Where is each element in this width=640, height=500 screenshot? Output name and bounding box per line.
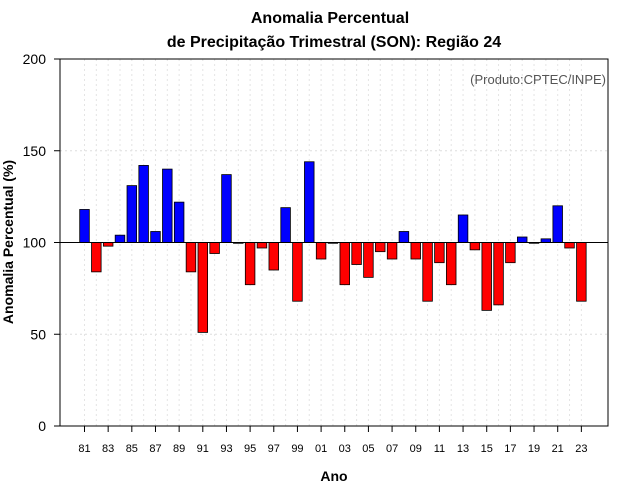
x-tick-label: 03	[339, 443, 351, 455]
grid	[60, 59, 608, 426]
credit-label: (Produto:CPTEC/INPE)	[470, 72, 606, 87]
x-tick-label: 07	[386, 443, 398, 455]
bar-00	[304, 161, 315, 243]
x-tick-label: 99	[291, 443, 303, 455]
bar-88	[162, 168, 173, 243]
bar-08	[398, 231, 410, 243]
bar-07	[386, 242, 398, 260]
bar-18	[517, 236, 528, 243]
bar-96	[256, 242, 268, 249]
x-tick-label: 01	[315, 443, 327, 455]
x-tick-label: 91	[197, 443, 209, 455]
bar-92	[209, 242, 220, 254]
bars	[79, 161, 587, 333]
bar-95	[244, 242, 256, 286]
bar-05	[363, 242, 374, 278]
bar-97	[268, 242, 279, 271]
x-tick-label: 89	[173, 443, 185, 455]
x-tick-label: 97	[268, 443, 280, 455]
bar-20	[540, 238, 552, 243]
bar-87	[150, 231, 161, 243]
x-tick-label: 23	[575, 443, 587, 455]
bar-15	[481, 242, 492, 311]
bar-16	[493, 242, 504, 306]
bar-81	[79, 209, 90, 243]
bar-86	[138, 165, 149, 243]
bar-22	[564, 242, 575, 249]
x-tick-label: 93	[220, 443, 232, 455]
chart-title: Anomalia Percentual	[251, 10, 409, 27]
chart-subtitle: de Precipitação Trimestral (SON): Região…	[167, 34, 501, 51]
x-tick-label: 95	[244, 443, 256, 455]
bar-98	[280, 207, 291, 243]
bar-84	[114, 234, 126, 243]
bar-17	[505, 242, 516, 264]
bar-23	[576, 242, 587, 302]
y-tick-label: 0	[38, 418, 46, 434]
bar-03	[339, 242, 350, 286]
bar-10	[422, 242, 433, 302]
bar-21	[552, 205, 563, 243]
y-tick-label: 200	[23, 51, 47, 67]
bar-82	[91, 242, 102, 273]
x-tick-label: 85	[126, 443, 138, 455]
bar-93	[221, 174, 232, 243]
x-axis-title: Ano	[320, 468, 347, 484]
bar-13	[457, 214, 469, 243]
y-tick-label: 100	[23, 235, 47, 251]
x-tick-label: 83	[102, 443, 114, 455]
y-tick-label: 150	[23, 143, 47, 159]
x-axis: 81 83 85 87 89 91 93 95 97 99 01 03 05 07 09 11 13 15 17 19…	[78, 426, 587, 455]
bar-83	[102, 242, 114, 247]
x-tick-label: 11	[434, 443, 445, 455]
y-axis: 0 50 100 150 200	[23, 51, 60, 434]
bar-85	[126, 185, 138, 243]
x-tick-label: 81	[78, 443, 90, 455]
x-tick-label: 13	[457, 443, 469, 455]
bar-90	[185, 242, 197, 273]
bar-06	[375, 242, 386, 253]
x-tick-label: 15	[481, 443, 493, 455]
bar-04	[351, 242, 362, 265]
y-axis-title: Anomalia Percentual (%)	[0, 160, 16, 324]
x-tick-label: 87	[149, 443, 161, 455]
bar-01	[315, 242, 327, 260]
bar-14	[469, 242, 481, 251]
bar-11	[434, 242, 445, 264]
bar-99	[292, 242, 303, 302]
x-tick-label: 09	[410, 443, 422, 455]
x-tick-label: 21	[552, 443, 564, 455]
bar-89	[173, 201, 185, 243]
bar-09	[410, 242, 421, 260]
bar-12	[446, 242, 457, 286]
x-tick-label: 17	[504, 443, 516, 455]
bar-91	[197, 242, 209, 333]
x-tick-label: 05	[362, 443, 374, 455]
x-tick-label: 19	[528, 443, 540, 455]
y-tick-label: 50	[30, 326, 46, 342]
